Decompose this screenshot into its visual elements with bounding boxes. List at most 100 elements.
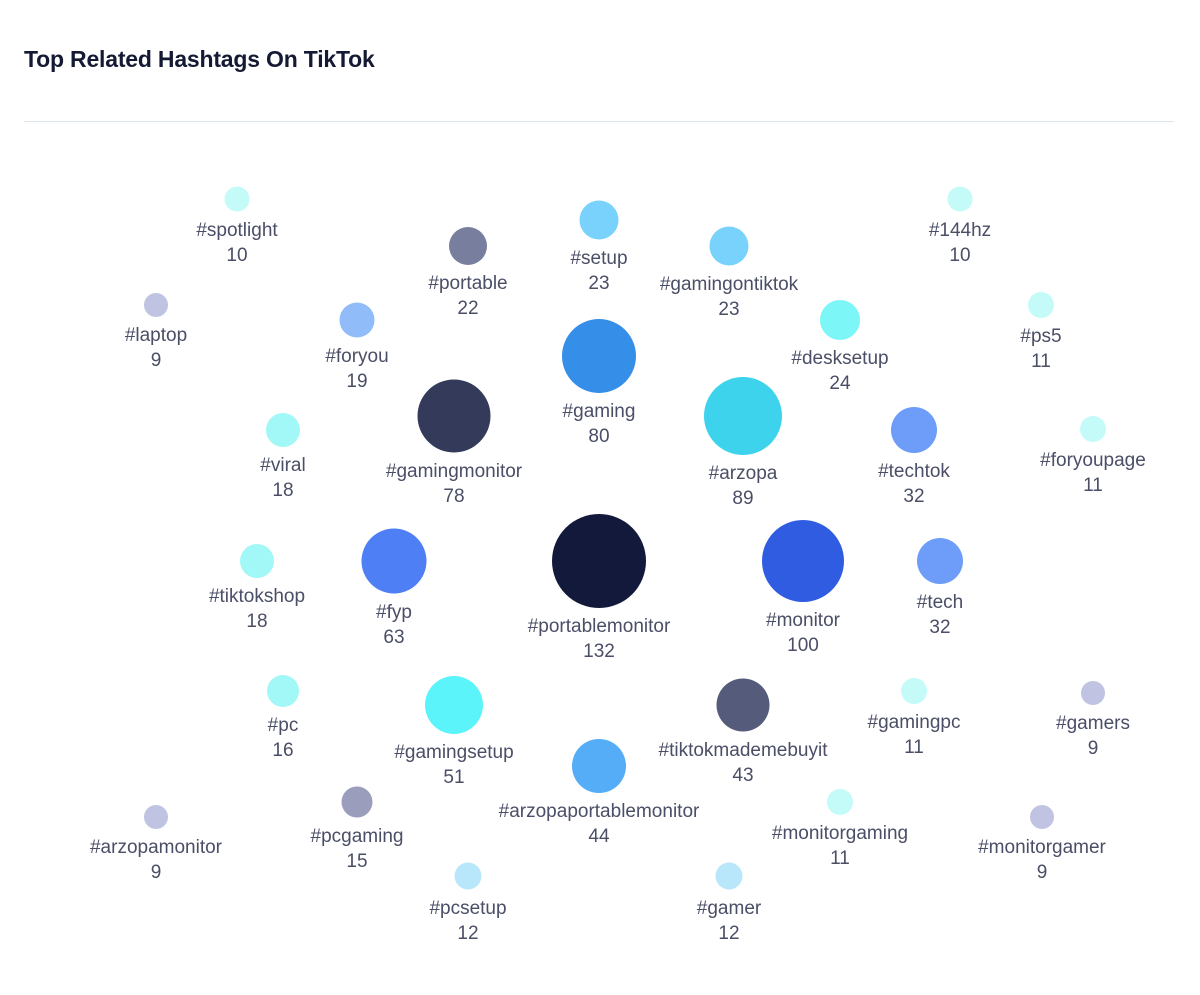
hashtag-count: 16 [272, 740, 294, 761]
hashtag-name: #144hz [928, 219, 992, 241]
hashtag-bubble[interactable] [144, 805, 168, 829]
hashtag-bubble[interactable] [947, 186, 973, 212]
hashtag-label[interactable]: #monitor 100 [766, 608, 840, 658]
hashtag-count: 11 [904, 737, 924, 758]
hashtag-label[interactable]: #arzopaportablemonitor 44 [499, 799, 700, 849]
hashtag-bubble[interactable] [454, 862, 482, 890]
hashtag-count: 132 [583, 641, 615, 662]
hashtag-bubble[interactable] [552, 514, 646, 608]
hashtag-bubble[interactable] [715, 862, 743, 890]
hashtag-bubble[interactable] [240, 544, 274, 578]
hashtag-bubble[interactable] [891, 407, 937, 453]
hashtag-count: 10 [949, 244, 971, 266]
hashtag-label[interactable]: #setup 23 [570, 246, 627, 296]
hashtag-bubble[interactable] [417, 379, 491, 453]
hashtag-name: #tiktokshop [208, 586, 306, 607]
hashtag-count: 15 [346, 850, 368, 872]
hashtag-label[interactable]: #144hz 10 [929, 218, 991, 268]
hashtag-name: #gaming [562, 401, 636, 422]
hashtag-bubble[interactable] [144, 293, 168, 317]
hashtag-label[interactable]: #viral 18 [260, 453, 305, 503]
hashtag-bubble[interactable] [449, 227, 487, 265]
hashtag-label[interactable]: #pcgaming 15 [311, 824, 404, 874]
hashtag-label[interactable]: #arzopa 89 [709, 461, 778, 511]
hashtag-label[interactable]: #gamingontiktok 23 [660, 272, 798, 322]
hashtag-count: 12 [718, 922, 740, 944]
hashtag-name: #monitorgaming [771, 823, 909, 844]
hashtag-label[interactable]: #gamingsetup 51 [394, 740, 513, 790]
hashtag-label[interactable]: #gamingmonitor 78 [386, 459, 522, 509]
hashtag-name: #portablemonitor [527, 616, 671, 637]
hashtag-bubble[interactable] [1081, 681, 1105, 705]
chart-title: Top Related Hashtags On TikTok [24, 46, 375, 72]
hashtag-label[interactable]: #foryou 19 [325, 344, 388, 394]
hashtag-bubble[interactable] [1080, 416, 1106, 442]
hashtag-name: #gamingpc [867, 712, 961, 733]
hashtag-bubble[interactable] [224, 186, 250, 212]
hashtag-name: #gamingmonitor [385, 460, 523, 482]
hashtag-name: #pcsetup [429, 897, 507, 919]
hashtag-count: 100 [787, 635, 819, 656]
hashtag-bubble[interactable] [339, 302, 375, 338]
hashtag-count: 44 [588, 826, 610, 847]
hashtag-name: #gamingontiktok [659, 273, 799, 295]
hashtag-bubble[interactable] [579, 200, 619, 240]
hashtag-label[interactable]: #foryoupage 11 [1040, 448, 1146, 498]
hashtag-bubble[interactable] [917, 538, 963, 584]
hashtag-count: 11 [830, 848, 850, 869]
hashtag-bubble[interactable] [1028, 292, 1054, 318]
hashtag-bubble[interactable] [361, 528, 427, 594]
hashtag-label[interactable]: #monitorgamer 9 [978, 835, 1106, 885]
hashtag-bubble[interactable] [267, 675, 299, 707]
hashtag-name: #fyp [376, 601, 412, 623]
hashtag-label[interactable]: #tiktokmademebuyit 43 [659, 738, 828, 788]
hashtag-count: 19 [346, 370, 368, 392]
hashtag-label[interactable]: #arzopamonitor 9 [90, 835, 222, 885]
hashtag-bubble[interactable] [266, 413, 300, 447]
hashtag-label[interactable]: #portable 22 [428, 271, 507, 321]
hashtag-label[interactable]: #tiktokshop 18 [209, 584, 305, 634]
hashtag-label[interactable]: #portablemonitor 132 [528, 614, 671, 664]
hashtag-bubble[interactable] [562, 319, 636, 393]
hashtag-label[interactable]: #pc 16 [268, 713, 299, 763]
hashtag-bubble[interactable] [1030, 805, 1054, 829]
hashtag-bubble[interactable] [827, 789, 853, 815]
hashtag-count: 78 [443, 485, 465, 507]
hashtag-label[interactable]: #desksetup 24 [791, 346, 888, 396]
hashtag-bubble[interactable] [572, 739, 626, 793]
hashtag-label[interactable]: #ps5 11 [1020, 324, 1061, 374]
hashtag-label[interactable]: #gamers 9 [1056, 711, 1130, 761]
hashtag-label[interactable]: #techtok 32 [878, 459, 950, 509]
hashtag-name: #gamers [1056, 713, 1130, 734]
hashtag-label[interactable]: #gaming 80 [563, 399, 636, 449]
hashtag-name: #arzopamonitor [89, 837, 223, 858]
hashtag-label[interactable]: #gamer 12 [697, 896, 761, 946]
hashtag-label[interactable]: #laptop 9 [125, 323, 187, 373]
hashtag-bubble[interactable] [716, 678, 770, 732]
hashtag-label[interactable]: #tech 32 [917, 590, 963, 640]
hashtag-label[interactable]: #pcsetup 12 [429, 896, 506, 946]
hashtag-bubble[interactable] [425, 676, 483, 734]
hashtag-bubble[interactable] [762, 520, 844, 602]
hashtag-label[interactable]: #monitorgaming 11 [772, 821, 908, 871]
hashtag-name: #setup [570, 247, 628, 269]
hashtag-name: #pc [267, 715, 299, 736]
hashtag-label[interactable]: #gamingpc 11 [868, 710, 961, 760]
hashtag-name: #pcgaming [310, 825, 404, 847]
hashtag-count: 9 [150, 862, 162, 883]
hashtag-bubble[interactable] [901, 678, 927, 704]
hashtag-count: 51 [443, 767, 465, 788]
hashtag-name: #tech [916, 592, 964, 613]
hashtag-bubble[interactable] [704, 377, 782, 455]
hashtag-label[interactable]: #fyp 63 [376, 600, 412, 650]
hashtag-name: #arzopa [708, 463, 778, 484]
hashtag-bubble[interactable] [341, 786, 373, 818]
hashtag-bubble[interactable] [709, 226, 749, 266]
hashtag-bubble[interactable] [820, 300, 860, 340]
hashtag-count: 23 [718, 298, 740, 320]
hashtag-count: 89 [732, 488, 754, 509]
hashtag-name: #ps5 [1020, 326, 1062, 347]
hashtag-count: 18 [272, 480, 294, 501]
hashtag-label[interactable]: #spotlight 10 [196, 218, 277, 268]
